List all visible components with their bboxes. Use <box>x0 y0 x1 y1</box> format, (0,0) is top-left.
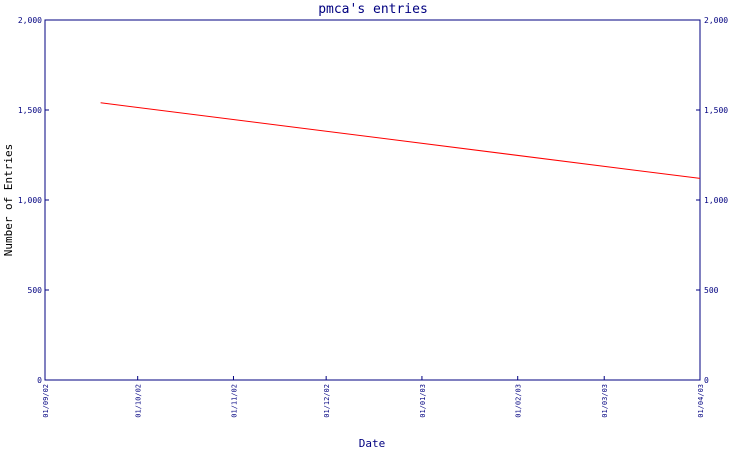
x-tick-label: 01/10/02 <box>135 384 143 418</box>
y-tick-label-right: 1,500 <box>704 106 728 115</box>
x-tick-label: 01/02/03 <box>515 384 523 418</box>
chart-title: pmca's entries <box>318 2 428 17</box>
x-tick-label: 01/09/02 <box>42 384 50 418</box>
y-tick-label-right: 0 <box>704 376 709 385</box>
plot-area <box>44 19 701 381</box>
y-tick-label-left: 2,000 <box>18 16 42 25</box>
y-tick-label-left: 0 <box>37 376 42 385</box>
x-axis: 01/09/02 01/10/02 01/11/02 01/12/02 01/01/03… <box>42 376 705 418</box>
x-tick-label: 01/01/03 <box>419 384 427 418</box>
y-tick-label-left: 1,000 <box>18 196 42 205</box>
y-tick-label-left: 500 <box>28 286 43 295</box>
y-axis: 0 0 500 500 1,000 1,000 1,500 1,500 2,000 2,000 <box>18 16 728 385</box>
series-layer <box>100 102 701 179</box>
x-tick-label: 01/03/03 <box>601 384 609 418</box>
y-axis-label: Number of Entries <box>2 144 15 257</box>
y-tick-label-right: 500 <box>704 286 719 295</box>
x-axis-label: Date <box>359 437 386 450</box>
x-tick-label: 01/04/03 <box>697 384 705 418</box>
series-line <box>100 102 701 179</box>
y-tick-label-right: 1,000 <box>704 196 728 205</box>
y-tick-label-left: 1,500 <box>18 106 42 115</box>
x-tick-label: 01/12/02 <box>323 384 331 418</box>
y-tick-label-right: 2,000 <box>704 16 728 25</box>
x-tick-label: 01/11/02 <box>230 384 238 418</box>
